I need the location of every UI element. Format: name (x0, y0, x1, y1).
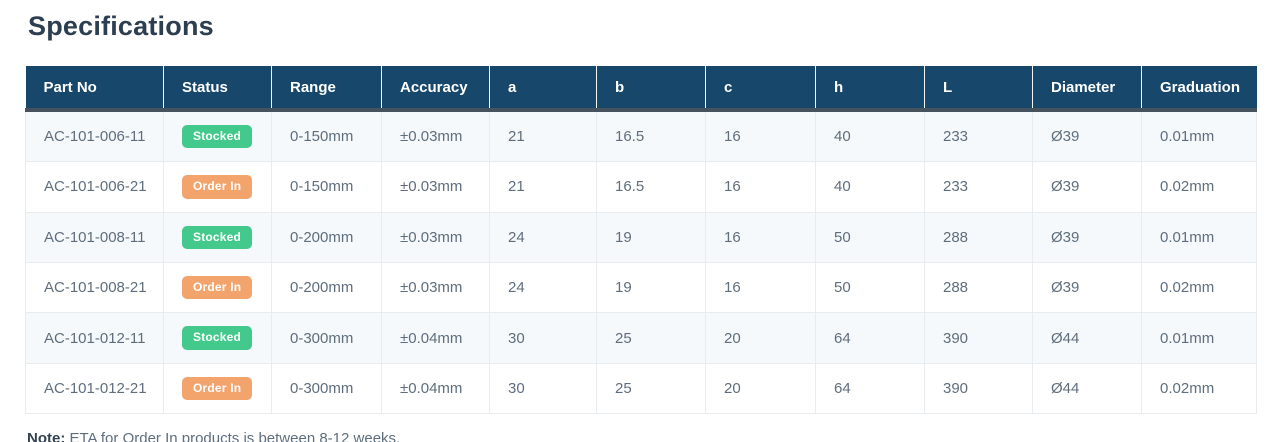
cell-h: 40 (815, 109, 925, 163)
cell-part_no: AC-101-012-11 (25, 312, 164, 364)
cell-c: 16 (705, 161, 816, 213)
cell-graduation: 0.01mm (1141, 211, 1257, 263)
table-header: Part No Status Range Accuracy a b c h L Diameter G… (25, 65, 1257, 112)
cell-c: 20 (705, 312, 816, 364)
column-header-graduation: Graduation (1141, 65, 1257, 112)
cell-diameter: Ø39 (1032, 261, 1142, 314)
cell-range: 0-300mm (271, 362, 382, 415)
status-badge: Stocked (182, 225, 253, 249)
cell-l: 233 (924, 109, 1033, 163)
cell-status: Order In (163, 161, 272, 213)
column-header-status: Status (163, 65, 272, 112)
cell-status: Order In (163, 362, 272, 415)
cell-range: 0-300mm (271, 312, 382, 364)
cell-h: 40 (815, 161, 925, 213)
column-header-b: b (596, 65, 706, 112)
cell-b: 25 (596, 312, 706, 364)
cell-part_no: AC-101-006-11 (25, 109, 164, 163)
column-header-diameter: Diameter (1032, 65, 1142, 112)
cell-a: 24 (489, 211, 597, 263)
cell-b: 16.5 (596, 161, 706, 213)
cell-c: 20 (705, 362, 816, 415)
table-row: AC-101-006-11 Stocked 0-150mm ±0.03mm 21 16.5… (25, 109, 1257, 163)
column-header-accuracy: Accuracy (381, 65, 490, 112)
table-row: AC-101-012-11 Stocked 0-300mm ±0.04mm 30 25 20… (25, 312, 1257, 364)
cell-l: 390 (924, 362, 1033, 415)
cell-c: 16 (705, 211, 816, 263)
cell-c: 16 (705, 261, 816, 314)
cell-accuracy: ±0.04mm (381, 312, 490, 364)
page-title: Specifications (28, 11, 214, 41)
cell-range: 0-150mm (271, 109, 382, 163)
table-body: AC-101-006-11 Stocked 0-150mm ±0.03mm 21 16.5… (25, 109, 1257, 415)
cell-graduation: 0.02mm (1141, 261, 1257, 314)
cell-l: 288 (924, 211, 1033, 263)
cell-part_no: AC-101-006-21 (25, 161, 164, 213)
cell-a: 30 (489, 362, 597, 415)
cell-status: Stocked (163, 211, 272, 263)
note-label: Note: (27, 430, 66, 442)
cell-part_no: AC-101-012-21 (25, 362, 164, 415)
cell-graduation: 0.02mm (1141, 362, 1257, 415)
column-header-h: h (815, 65, 925, 112)
column-header-part_no: Part No (25, 65, 164, 112)
cell-h: 64 (815, 362, 925, 415)
cell-b: 16.5 (596, 109, 706, 163)
cell-graduation: 0.02mm (1141, 161, 1257, 213)
cell-b: 19 (596, 211, 706, 263)
cell-diameter: Ø44 (1032, 362, 1142, 415)
column-header-c: c (705, 65, 816, 112)
cell-a: 21 (489, 109, 597, 163)
cell-a: 21 (489, 161, 597, 213)
cell-part_no: AC-101-008-21 (25, 261, 164, 314)
cell-l: 288 (924, 261, 1033, 314)
status-badge: Order In (182, 376, 253, 401)
cell-status: Stocked (163, 312, 272, 364)
column-header-a: a (489, 65, 597, 112)
cell-range: 0-200mm (271, 261, 382, 314)
cell-diameter: Ø39 (1032, 211, 1142, 263)
cell-status: Order In (163, 261, 272, 314)
cell-l: 233 (924, 161, 1033, 213)
table-header-row: Part No Status Range Accuracy a b c h L Diameter G… (25, 65, 1257, 112)
cell-range: 0-150mm (271, 161, 382, 213)
cell-diameter: Ø39 (1032, 109, 1142, 163)
note-text: ETA for Order In products is between 8-1… (65, 430, 401, 442)
cell-a: 24 (489, 261, 597, 314)
status-badge: Order In (182, 175, 253, 199)
status-badge: Order In (182, 275, 253, 300)
table-row: AC-101-006-21 Order In 0-150mm ±0.03mm 21 16.… (25, 161, 1257, 213)
eta-note: Note: ETA for Order In products is betwe… (27, 430, 1256, 442)
status-badge: Stocked (182, 124, 253, 149)
cell-c: 16 (705, 109, 816, 163)
status-badge: Stocked (182, 326, 253, 350)
cell-status: Stocked (163, 109, 272, 163)
table-row: AC-101-008-11 Stocked 0-200mm ±0.03mm 24 19 16… (25, 211, 1257, 263)
cell-accuracy: ±0.03mm (381, 211, 490, 263)
specifications-table: Part No Status Range Accuracy a b c h L Diameter G… (25, 65, 1257, 415)
cell-part_no: AC-101-008-11 (25, 211, 164, 263)
cell-h: 50 (815, 211, 925, 263)
cell-range: 0-200mm (271, 211, 382, 263)
cell-graduation: 0.01mm (1141, 109, 1257, 163)
cell-accuracy: ±0.03mm (381, 261, 490, 314)
cell-h: 50 (815, 261, 925, 314)
cell-graduation: 0.01mm (1141, 312, 1257, 364)
cell-b: 19 (596, 261, 706, 314)
cell-a: 30 (489, 312, 597, 364)
table-row: AC-101-008-21 Order In 0-200mm ±0.03mm 24 19 1… (25, 261, 1257, 314)
cell-accuracy: ±0.03mm (381, 109, 490, 163)
cell-accuracy: ±0.03mm (381, 161, 490, 213)
column-header-range: Range (271, 65, 382, 112)
table-row: AC-101-012-21 Order In 0-300mm ±0.04mm 30 25 2… (25, 362, 1257, 415)
cell-h: 64 (815, 312, 925, 364)
cell-diameter: Ø39 (1032, 161, 1142, 213)
cell-diameter: Ø44 (1032, 312, 1142, 364)
cell-accuracy: ±0.04mm (381, 362, 490, 415)
column-header-l: L (924, 65, 1033, 112)
cell-l: 390 (924, 312, 1033, 364)
cell-b: 25 (596, 362, 706, 415)
